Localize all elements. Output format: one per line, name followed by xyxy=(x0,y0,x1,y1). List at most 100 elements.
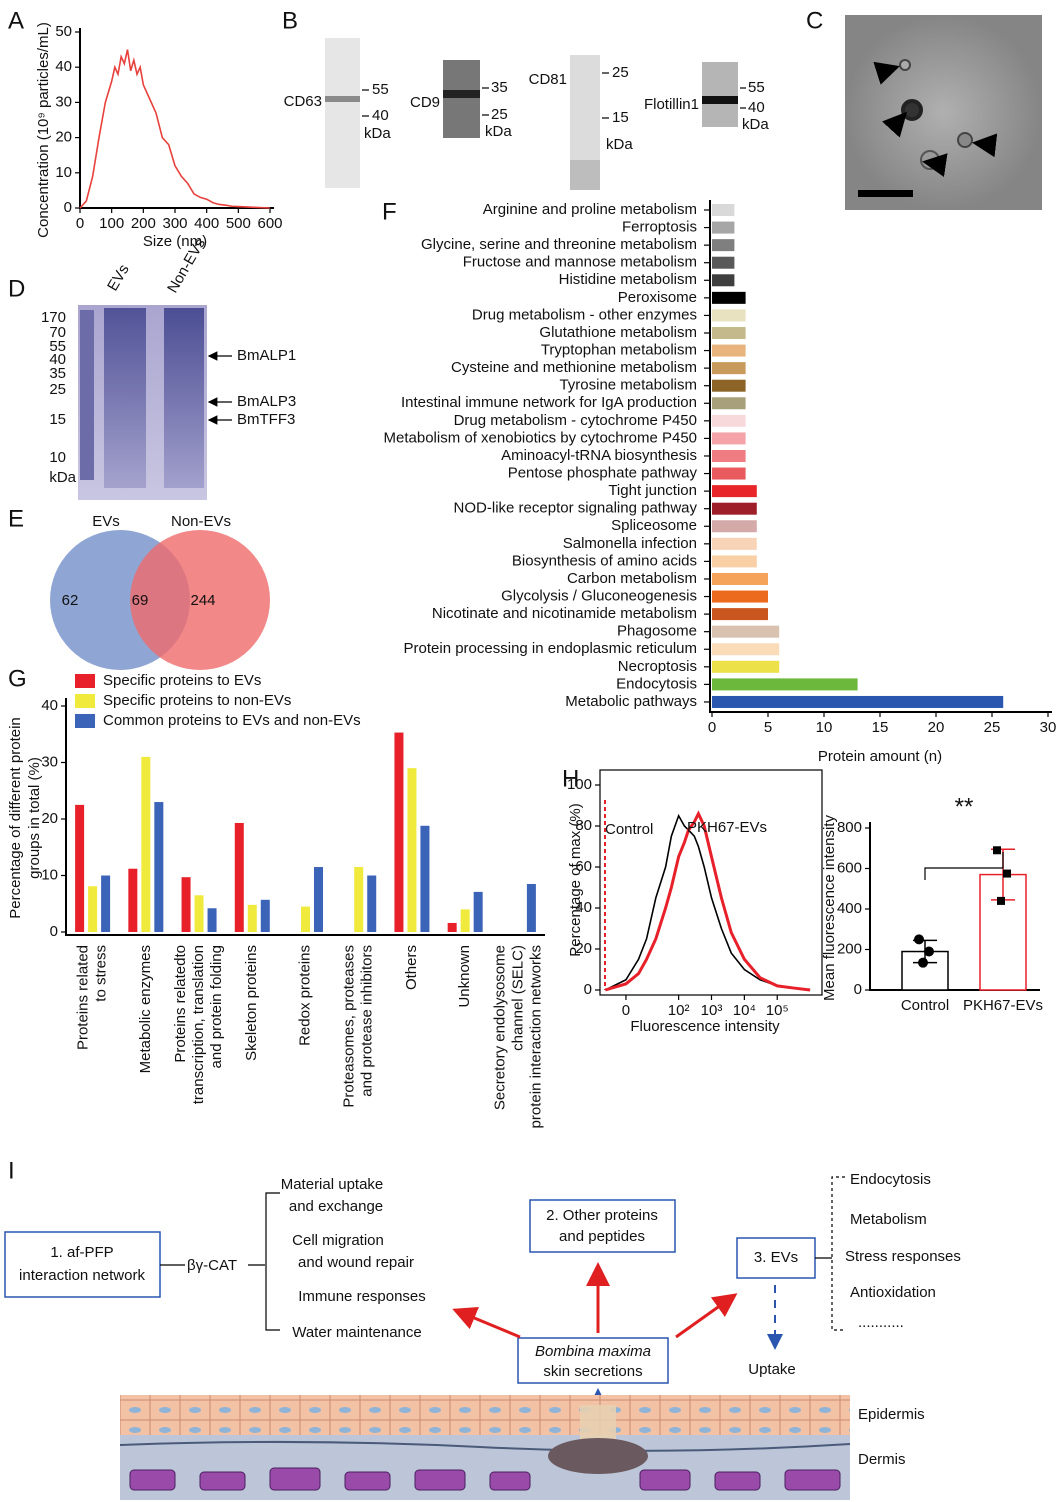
y-tick-label: 200 xyxy=(837,940,862,957)
legend-swatch xyxy=(75,714,95,728)
red-arrow xyxy=(452,1306,521,1339)
y-tick-label: 400 xyxy=(837,900,862,917)
category-label: Intestinal immune network for IgA produc… xyxy=(401,394,697,411)
bar xyxy=(181,877,191,932)
band-label: BmALP1 xyxy=(237,347,296,364)
y-tick-label: 800 xyxy=(837,819,862,836)
vesicle xyxy=(899,59,911,71)
venn: EVs Non-EVs 62 69 244 xyxy=(50,513,270,670)
category-label: Salmonella infection xyxy=(563,535,697,552)
diagram: 1. af-PFP interaction network βγ-CAT Mat… xyxy=(4,1171,961,1500)
category-label: Skeleton proteins xyxy=(243,945,260,1061)
y-tick-label: 20 xyxy=(55,129,72,146)
x-tick-label: 0 xyxy=(76,215,84,232)
blot-band xyxy=(325,96,360,102)
y-tick-label: 40 xyxy=(41,697,58,714)
function: and wound repair xyxy=(298,1254,414,1271)
marker-label: 70 xyxy=(49,324,66,341)
bar xyxy=(407,768,417,932)
legend-swatch xyxy=(75,694,95,708)
bar xyxy=(367,875,377,932)
category-label: Cysteine and methionine metabolism xyxy=(451,359,697,376)
bar xyxy=(712,502,757,515)
category-label: Peroxisome xyxy=(618,289,697,306)
marker-label: 55 xyxy=(49,338,66,355)
set-circle xyxy=(130,530,270,670)
x-tick-label: 100 xyxy=(99,215,124,232)
em-arrow xyxy=(873,61,900,85)
y-tick-label: 30 xyxy=(55,93,72,110)
bar xyxy=(128,868,138,932)
line xyxy=(604,813,811,991)
y-tick-label: 50 xyxy=(55,23,72,40)
bar xyxy=(712,309,746,322)
y-tick-label: 20 xyxy=(575,940,592,957)
category-label: Redox proteins xyxy=(296,945,313,1046)
category-label: Carbon metabolism xyxy=(567,570,697,587)
series-label: PKH67-EVs xyxy=(687,819,767,836)
bar xyxy=(712,467,746,480)
category-label: and protein folding xyxy=(208,945,225,1068)
box-text: 1. af-PFP xyxy=(50,1244,113,1261)
bar xyxy=(712,572,768,585)
category-label: Aminoacyl-tRNA biosynthesis xyxy=(501,447,697,464)
blot-label: CD81 xyxy=(529,71,567,88)
y-tick-label: 10 xyxy=(55,164,72,181)
bar xyxy=(234,822,244,932)
bar xyxy=(247,904,257,932)
marker-label: 35 xyxy=(491,79,508,96)
ev-function: Endocytosis xyxy=(850,1171,931,1188)
x-axis-label: Fluorescence intensity xyxy=(630,1018,780,1035)
bar xyxy=(141,756,151,932)
box xyxy=(529,1199,676,1253)
band-label: BmALP3 xyxy=(237,393,296,410)
marker-label: 25 xyxy=(612,64,629,81)
brace xyxy=(831,1176,845,1331)
function: Water maintenance xyxy=(292,1324,422,1341)
bar xyxy=(712,537,757,550)
bar xyxy=(712,221,735,234)
bar xyxy=(712,344,746,357)
bar xyxy=(712,660,780,673)
category-label: Glutathione metabolism xyxy=(539,324,697,341)
protein: βγ-CAT xyxy=(187,1257,237,1274)
box-text: skin secretions xyxy=(543,1363,642,1380)
category-label: NOD-like receptor signaling pathway xyxy=(454,500,698,517)
marker-unit: kDa xyxy=(364,125,391,142)
panel-label: B xyxy=(282,7,298,34)
y-axis-label: Concentration (10⁹ particles/mL) xyxy=(35,22,52,238)
y-tick-label: 80 xyxy=(575,817,592,834)
marker-label: 15 xyxy=(612,109,629,126)
layer-label: Dermis xyxy=(858,1451,906,1468)
blot-label: CD9 xyxy=(410,94,440,111)
bar xyxy=(194,895,204,932)
bar xyxy=(712,239,735,252)
bar xyxy=(712,414,746,427)
count: 244 xyxy=(190,592,215,609)
bar xyxy=(88,886,98,932)
axes xyxy=(709,200,1052,713)
blot-label: CD63 xyxy=(284,93,322,110)
bar xyxy=(526,883,536,932)
significance: ** xyxy=(955,793,974,820)
x-tick-label: 0 xyxy=(622,1002,630,1019)
band-label: BmTFF3 xyxy=(237,411,295,428)
ev-function: Metabolism xyxy=(850,1211,927,1228)
y-tick-label: 0 xyxy=(64,199,72,216)
x-tick-label: 25 xyxy=(984,719,1001,736)
bar xyxy=(712,643,780,656)
x-tick-label: 10⁴ xyxy=(733,1002,756,1019)
axes xyxy=(65,698,545,936)
category-label: Histidine metabolism xyxy=(559,271,697,288)
y-tick-label: 60 xyxy=(575,858,592,875)
scale-bar xyxy=(858,190,913,197)
box-text: 3. EVs xyxy=(754,1249,798,1266)
x-tick-label: 400 xyxy=(194,215,219,232)
category-label: Glycine, serine and threonine metabolism xyxy=(421,236,697,253)
vesicle xyxy=(920,150,940,170)
category-label: Biosynthesis of amino acids xyxy=(512,552,697,569)
panel-label: A xyxy=(8,7,24,34)
line xyxy=(79,49,271,209)
bar xyxy=(712,256,735,269)
